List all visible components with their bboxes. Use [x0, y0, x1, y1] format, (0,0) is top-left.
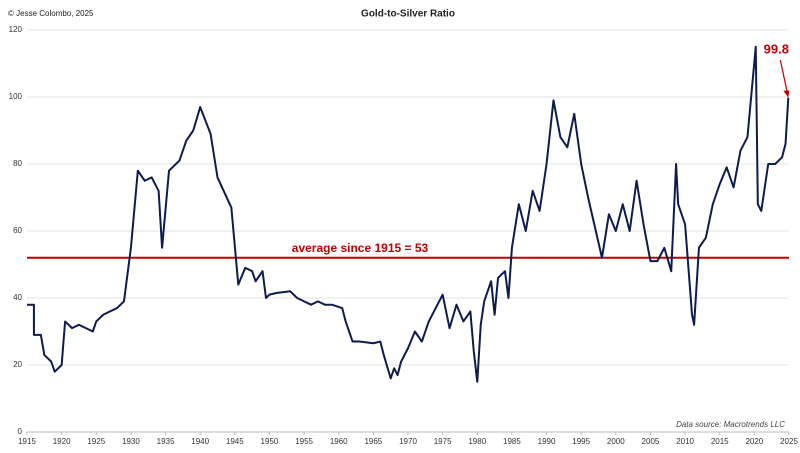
- x-tick-label: 1935: [157, 437, 175, 446]
- x-tick-label: 2000: [607, 437, 625, 446]
- x-tick-label: 1950: [261, 437, 279, 446]
- x-tick-label: 1940: [191, 437, 209, 446]
- x-tick-label: 1970: [399, 437, 417, 446]
- annotation-arrowhead: [783, 90, 790, 98]
- x-tick-label: 1915: [18, 437, 36, 446]
- source-note: Data source: Macrotrends LLC: [676, 420, 785, 429]
- x-tick-label: 1930: [122, 437, 140, 446]
- y-tick-label: 20: [13, 360, 22, 369]
- x-tick-label: 1965: [364, 437, 382, 446]
- credit: © Jesse Colombo, 2025: [8, 9, 94, 18]
- x-tick-label: 1995: [572, 437, 590, 446]
- x-tick-label: 1920: [53, 437, 71, 446]
- series-line: [27, 45, 790, 383]
- x-tick-label: 2010: [676, 437, 694, 446]
- x-tick-label: 1980: [468, 437, 486, 446]
- average-label: average since 1915 = 53: [292, 241, 429, 255]
- x-tick-label: 1990: [538, 437, 556, 446]
- y-tick-label: 100: [9, 92, 23, 101]
- y-tick-label: 0: [18, 427, 23, 436]
- x-tick-label: 1960: [330, 437, 348, 446]
- y-tick-label: 120: [9, 25, 23, 34]
- x-tick-label: 2025: [780, 437, 798, 446]
- x-tick-label: 2015: [711, 437, 729, 446]
- annotation-label: 99.8: [764, 41, 789, 56]
- chart-title: Gold-to-Silver Ratio: [361, 9, 455, 20]
- x-tick-label: 2005: [642, 437, 660, 446]
- x-tick-label: 1985: [503, 437, 521, 446]
- y-tick-label: 60: [13, 226, 22, 235]
- x-tick-label: 1955: [295, 437, 313, 446]
- x-tick-label: 2020: [745, 437, 763, 446]
- x-tick-label: 1975: [434, 437, 452, 446]
- x-tick-label: 1925: [87, 437, 105, 446]
- annotation-arrow: [779, 59, 788, 93]
- y-tick-label: 80: [13, 159, 22, 168]
- y-tick-label: 40: [13, 293, 22, 302]
- x-tick-label: 1945: [226, 437, 244, 446]
